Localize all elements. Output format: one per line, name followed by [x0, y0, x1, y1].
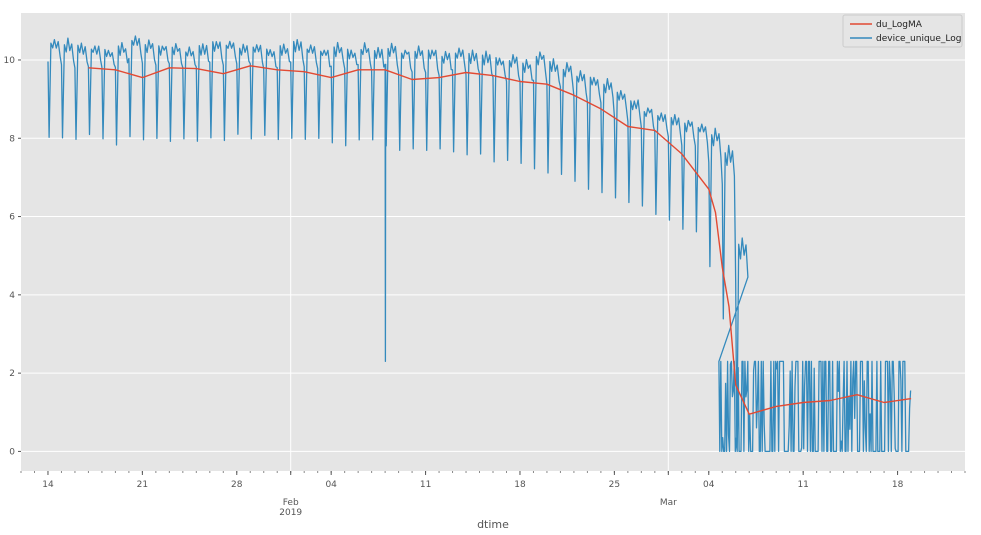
legend-label-device-unique-log: device_unique_Log: [876, 34, 962, 44]
x-tick-label: 21: [137, 480, 148, 490]
x-tick-label: 14: [42, 480, 54, 490]
x-tick-label: 11: [420, 480, 431, 490]
y-tick-label: 4: [9, 291, 15, 301]
y-tick-label: 6: [9, 213, 15, 223]
series-line-du-logma: [88, 65, 912, 415]
legend-box: [842, 14, 963, 48]
y-tick-label: 0: [9, 447, 15, 457]
x-axis-label: dtime: [477, 518, 509, 531]
y-axis: 0 2 4 6 8 10: [4, 56, 21, 457]
legend-label-du-logma: du_LogMA: [876, 20, 923, 30]
x-tick-label: Feb: [283, 498, 299, 508]
x-tick-label: 04: [325, 480, 337, 490]
x-tick-label: 04: [703, 480, 715, 490]
series-layer: [47, 35, 912, 453]
y-tick-label: 10: [4, 56, 16, 66]
x-tick-label: 28: [231, 480, 243, 490]
series-line-device-unique-log: [47, 35, 912, 453]
grid: [21, 13, 965, 471]
y-tick-label: 8: [9, 134, 15, 144]
legend: du_LogMA device_unique_Log: [842, 14, 963, 48]
y-tick-label: 2: [9, 369, 15, 379]
x-tick-label: 11: [797, 480, 808, 490]
x-tick-label: Mar: [660, 498, 677, 508]
x-tick-label: 25: [609, 480, 620, 490]
x-tick-sublabel: 2019: [279, 508, 302, 518]
x-tick-label: 18: [892, 480, 904, 490]
x-tick-label: 18: [514, 480, 526, 490]
